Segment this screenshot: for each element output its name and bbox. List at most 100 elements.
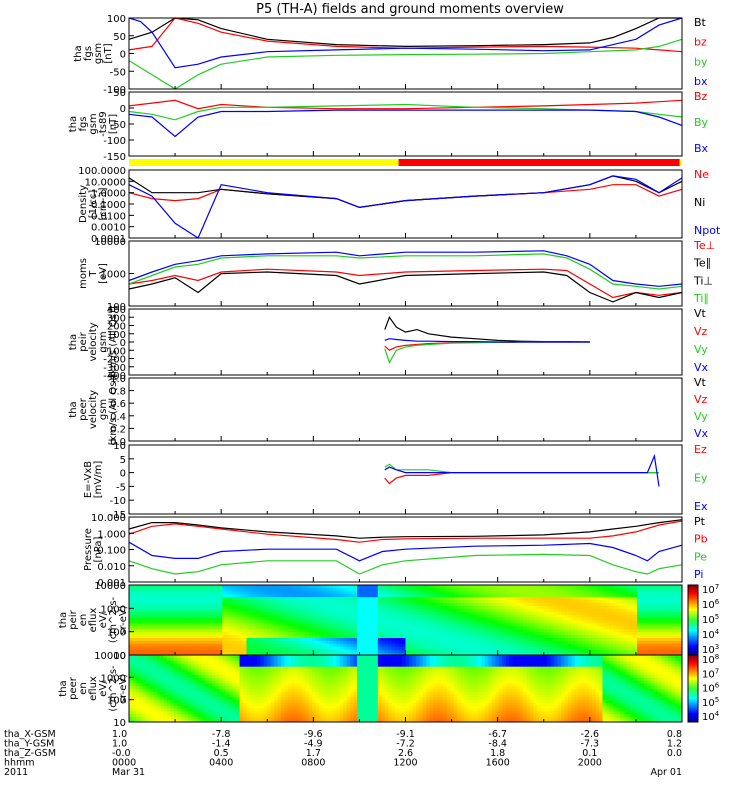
spectrogram-cell (336, 652, 341, 656)
spectrogram-cell (298, 643, 303, 647)
spectrogram-cell (460, 634, 465, 638)
spectrogram-cell (132, 702, 137, 706)
spectrogram-cell (561, 599, 565, 603)
spectrogram-cell (588, 625, 593, 630)
spectrogram-cell (260, 608, 265, 612)
spectrogram-cell (346, 585, 351, 589)
spectrogram-cell (581, 643, 586, 647)
spectrogram-cell (339, 649, 344, 653)
spectrogram-cell (156, 596, 161, 601)
spectrogram-cell (160, 677, 165, 681)
spectrogram-cell (643, 640, 648, 644)
spectrogram-cell (142, 666, 147, 670)
spectrogram-cell (509, 625, 514, 630)
spectrogram-cell (523, 611, 527, 615)
spectrogram-cell (668, 631, 673, 636)
spectrogram-cell (156, 719, 161, 723)
spectrogram-cell (599, 617, 604, 621)
spectrogram-cell (505, 628, 510, 633)
spectrogram-cell (232, 716, 237, 720)
spectrogram-cell (135, 666, 140, 670)
spectrogram-cell (198, 668, 203, 673)
spectrogram-cell (450, 652, 455, 656)
spectrogram-cell (201, 713, 206, 717)
spectrogram-cell (353, 599, 358, 603)
spectrogram-cell (557, 605, 562, 609)
spectrogram-cell (163, 631, 168, 636)
spectrogram-cell (426, 637, 431, 641)
spectrogram-cell (484, 608, 489, 612)
spectrogram-cell (619, 646, 624, 650)
spectrogram-cell (640, 590, 645, 595)
spectrogram-cell (364, 640, 368, 644)
spectrogram-cell (619, 643, 624, 647)
spectrogram-cell (567, 631, 572, 636)
spectrogram-cell (585, 652, 590, 656)
spectrogram-cell (647, 605, 652, 609)
spectrogram-cell (312, 649, 317, 653)
spectrogram-cell (284, 587, 289, 592)
spectrogram-cell (336, 649, 341, 653)
spectrogram-cell (536, 631, 541, 636)
spectrogram-cell (149, 640, 154, 644)
spectrogram-cell (205, 602, 209, 606)
spectrogram-cell (163, 637, 168, 641)
spectrogram-cell (236, 694, 241, 698)
spectrogram-cell (484, 631, 489, 636)
spectrogram-cell (294, 625, 299, 630)
spectrogram-cell (301, 593, 306, 598)
spectrogram-cell (194, 663, 199, 667)
spectrogram-cell (609, 637, 614, 641)
spectrogram-cell (222, 699, 227, 703)
spectrogram-cell (173, 702, 178, 706)
legend-entry: Vz (694, 393, 708, 406)
spectrogram-cell (643, 596, 648, 601)
spectrogram-cell (471, 628, 476, 633)
spectrogram-cell (236, 655, 241, 659)
spectrogram-cell (578, 587, 583, 592)
spectrogram-cell (336, 602, 341, 606)
spectrogram-cell (643, 617, 648, 621)
spectrogram-cell (232, 719, 237, 723)
y-tick-label: 100 (107, 14, 126, 25)
spectrogram-cell (592, 652, 597, 656)
spectrogram-cell (678, 620, 683, 624)
spectrogram-cell (225, 655, 230, 659)
spectrogram-cell (595, 605, 600, 609)
spectrogram-cell (208, 691, 213, 695)
spectrogram-cell (232, 643, 237, 647)
spectrogram-cell (135, 691, 140, 695)
spectrogram-cell (561, 622, 565, 627)
spectrogram-cell (194, 657, 199, 662)
spectrogram-cell (281, 599, 286, 603)
spectrogram-cell (198, 646, 203, 650)
spectrogram-cell (415, 643, 420, 647)
spectrogram-cell (678, 608, 683, 612)
spectrogram-cell (509, 596, 514, 601)
spectrogram-cell (315, 596, 320, 601)
spectrogram-cell (478, 620, 483, 624)
spectrogram-cell (571, 585, 576, 589)
spectrogram-cell (319, 646, 324, 650)
spectrogram-cell (474, 649, 479, 653)
spectrogram-cell (281, 634, 286, 638)
spectrogram-cell (464, 622, 469, 627)
spectrogram-cell (173, 660, 178, 664)
spectrogram-cell (222, 688, 227, 692)
spectrogram-cell (246, 614, 251, 618)
spectrogram-cell (129, 666, 133, 670)
spectrogram-cell (194, 694, 199, 698)
y-tick-label: 400 (107, 305, 126, 316)
spectrogram-cell (225, 666, 230, 670)
spectrogram-cell (142, 596, 147, 601)
spectrogram-cell (177, 646, 182, 650)
spectrogram-cell (505, 631, 510, 636)
spectrogram-cell (163, 674, 168, 678)
spectrogram-cell (173, 719, 178, 723)
spectrogram-cell (585, 596, 590, 601)
spectrogram-cell (436, 599, 441, 603)
spectrogram-cell (312, 599, 317, 603)
spectrogram-cell (654, 634, 659, 638)
spectrogram-cell (312, 590, 317, 595)
spectrogram-cell (460, 611, 465, 615)
